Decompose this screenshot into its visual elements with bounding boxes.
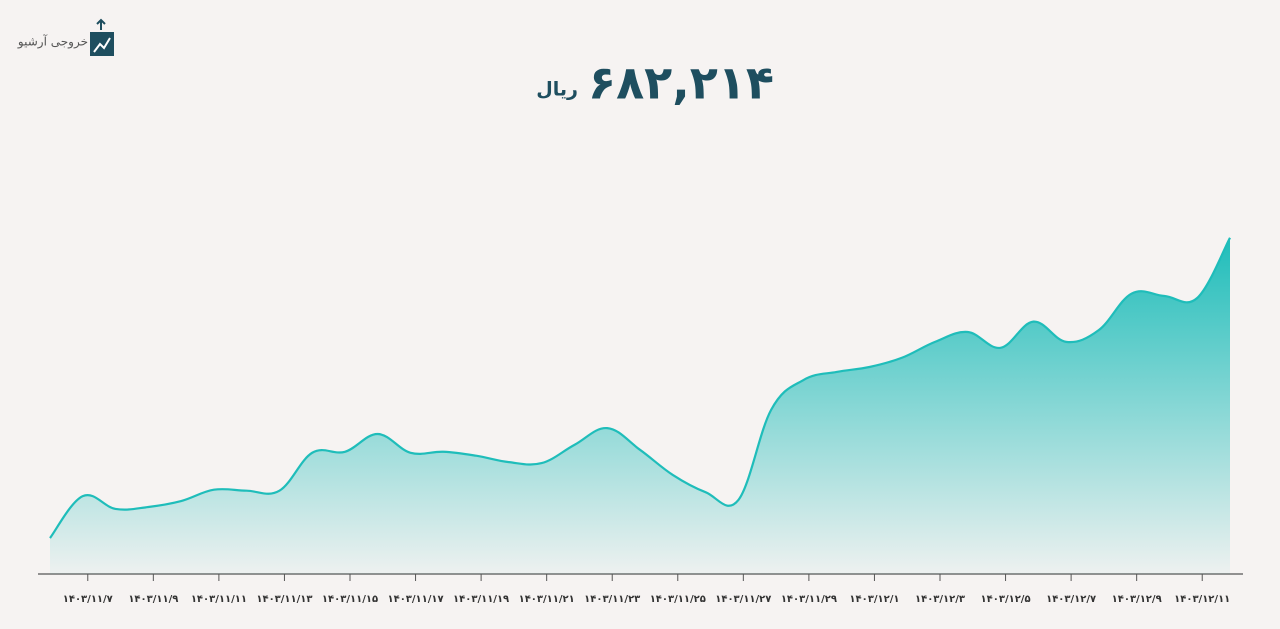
- logo-up: [96, 18, 106, 30]
- x-tick-label: ۱۴۰۳/۱۲/۷: [1046, 594, 1096, 605]
- x-tick-label: ۱۴۰۳/۱۲/۵: [981, 594, 1031, 605]
- x-tick-label: ۱۴۰۳/۱۲/۹: [1112, 594, 1162, 605]
- logo-text: خروجی آرشیو: [17, 34, 88, 50]
- x-tick-label: ۱۴۰۳/۱۱/۲۷: [715, 594, 771, 605]
- x-tick-label: ۱۴۰۳/۱۱/۱۹: [453, 594, 509, 605]
- x-tick-label: ۱۴۰۳/۱۱/۱۱: [191, 594, 247, 605]
- logo-icon: [90, 32, 114, 56]
- x-tick-label: ۱۴۰۳/۱۲/۳: [915, 594, 965, 605]
- area-fill: [50, 237, 1230, 574]
- total: ۶۸۲,۲۱۴: [588, 56, 774, 110]
- x-tick-label: ۱۴۰۳/۱۱/۹: [128, 594, 178, 605]
- currency: ریال: [536, 79, 578, 101]
- x-tick-label: ۱۴۰۳/۱۱/۲۳: [584, 594, 640, 605]
- x-tick-label: ۱۴۰۳/۱۱/۱۷: [387, 594, 443, 605]
- x-tick-label: ۱۴۰۳/۱۲/۱: [849, 594, 899, 605]
- x-tick-label: ۱۴۰۳/۱۱/۲۵: [650, 594, 706, 605]
- logo-arrow: [93, 37, 111, 53]
- x-tick-label: ۱۴۰۳/۱۱/۷: [63, 594, 113, 605]
- logo: خروجی آرشیو: [17, 18, 114, 56]
- x-tick-label: ۱۴۰۳/۱۱/۱۳: [256, 594, 312, 605]
- area-line: [49, 237, 1231, 539]
- x-tick-label: ۱۴۰۳/۱۲/۱۱: [1174, 594, 1230, 605]
- x-tick-label: ۱۴۰۳/۱۱/۱۵: [322, 594, 378, 605]
- x-tick-label: ۱۴۰۳/۱۱/۲۱: [519, 594, 575, 605]
- x-tick-label: ۱۴۰۳/۱۱/۲۹: [781, 594, 837, 605]
